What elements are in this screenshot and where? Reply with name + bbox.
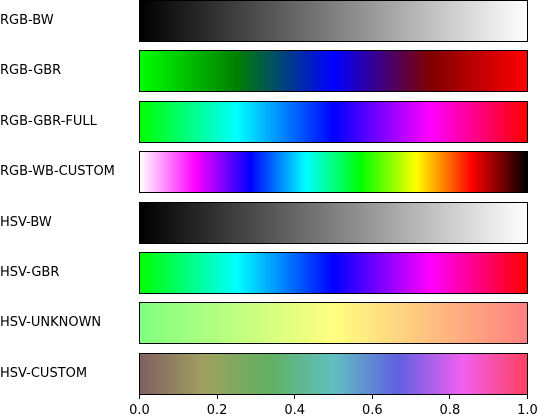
colormap-label: RGB-GBR bbox=[0, 63, 62, 79]
x-axis-tick-label: 0.0 bbox=[129, 403, 150, 418]
x-axis-tick bbox=[527, 395, 528, 399]
x-axis-tick-label: 0.8 bbox=[439, 403, 461, 418]
colormap-label: RGB-GBR-FULL bbox=[0, 113, 97, 129]
x-axis-tick bbox=[216, 395, 218, 399]
x-axis-tick-label: 0.6 bbox=[361, 403, 383, 418]
colormap-label: HSV-BW bbox=[0, 214, 52, 230]
x-axis-tick bbox=[449, 395, 451, 399]
colormap-bar bbox=[139, 252, 528, 294]
colormap-bar bbox=[139, 201, 528, 244]
colormap-bar bbox=[139, 352, 528, 395]
colormap-label: HSV-CUSTOM bbox=[0, 365, 88, 381]
colormap-bar bbox=[139, 151, 528, 194]
x-axis-tick bbox=[371, 395, 373, 399]
x-axis-tick-label: 1.0 bbox=[517, 403, 538, 418]
colormap-label: HSV-GBR bbox=[0, 265, 60, 280]
colormap-bar bbox=[139, 0, 528, 42]
x-axis-tick-label: 0.2 bbox=[206, 403, 228, 418]
x-axis-tick bbox=[294, 395, 296, 399]
colormap-label: RGB-BW bbox=[0, 13, 54, 28]
x-axis-tick-label: 0.4 bbox=[284, 403, 306, 418]
colormap-label: RGB-WB-CUSTOM bbox=[0, 164, 115, 180]
colormap-label: HSV-UNKNOWN bbox=[0, 315, 102, 331]
colormap-bar bbox=[139, 100, 528, 143]
x-axis-tick bbox=[139, 395, 140, 399]
colormap-bar bbox=[139, 50, 528, 93]
colormap-bar bbox=[139, 302, 528, 345]
